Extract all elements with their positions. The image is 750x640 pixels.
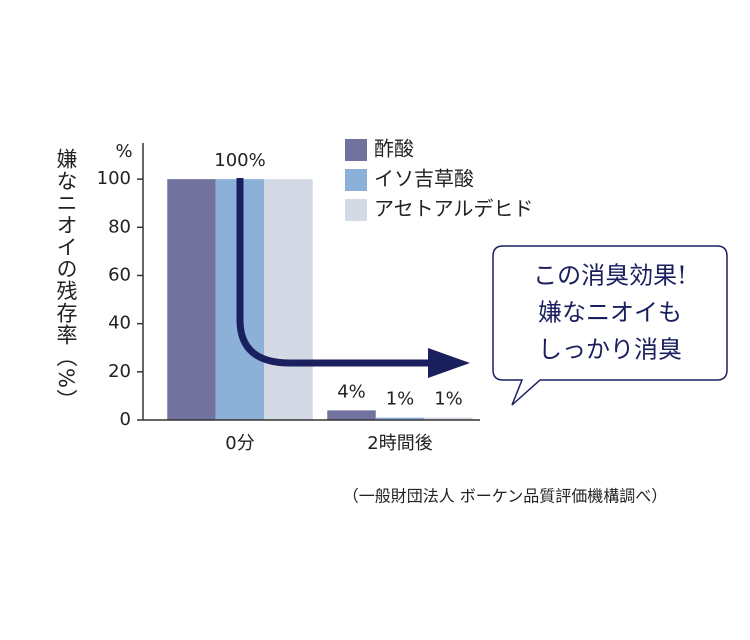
y-tick-label: 100 <box>97 168 131 189</box>
data-label: 1% <box>386 389 415 410</box>
legend-swatch <box>345 139 367 161</box>
arrow-head <box>428 348 470 378</box>
trend-arrow <box>236 178 430 367</box>
callout-text: しっかり消臭 <box>538 336 682 364</box>
bar <box>375 417 425 420</box>
bar <box>424 417 473 420</box>
y-axis-label: 嫌なニオイの残存率（%） <box>54 148 78 411</box>
callout-box <box>492 245 728 406</box>
source-note: （一般財団法人 ボーケン品質評価機構調べ） <box>343 487 668 506</box>
bar <box>167 179 216 420</box>
plot-area: 0 20 40 60 80 100 0分 100% 2時間後 4% 1% 1% 酢酸イソ吉草酸アセトアル… <box>97 137 534 455</box>
bar <box>264 179 313 420</box>
callout-text: この消臭効果! <box>533 262 687 290</box>
legend-swatch <box>345 199 367 221</box>
legend-label: イソ吉草酸 <box>374 167 474 191</box>
bar <box>327 410 376 420</box>
legend-swatch <box>345 169 367 191</box>
y-tick-label: 20 <box>108 361 131 382</box>
y-tick-label: 60 <box>108 264 131 285</box>
callout-text: 嫌なニオイも <box>538 299 682 327</box>
data-label: 4% <box>337 381 366 402</box>
legend-label: 酢酸 <box>374 137 414 161</box>
y-tick-label: 0 <box>120 409 131 430</box>
x-tick-label: 0分 <box>225 433 254 454</box>
y-unit: % <box>115 141 132 162</box>
x-tick-label: 2時間後 <box>367 433 432 454</box>
y-tick-label: 80 <box>108 216 131 237</box>
data-label: 1% <box>434 389 463 410</box>
data-label: 100% <box>214 150 265 171</box>
y-tick-label: 40 <box>108 313 131 334</box>
legend-label: アセトアルデヒド <box>374 197 533 221</box>
